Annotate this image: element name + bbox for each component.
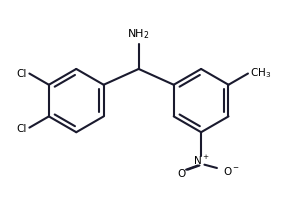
Text: O: O: [177, 169, 185, 179]
Text: Cl: Cl: [16, 124, 27, 134]
Text: Cl: Cl: [16, 69, 27, 79]
Text: CH$_3$: CH$_3$: [250, 66, 271, 80]
Text: NH$_2$: NH$_2$: [127, 27, 150, 41]
Text: N$^+$: N$^+$: [193, 154, 209, 167]
Text: O$^-$: O$^-$: [223, 164, 240, 177]
